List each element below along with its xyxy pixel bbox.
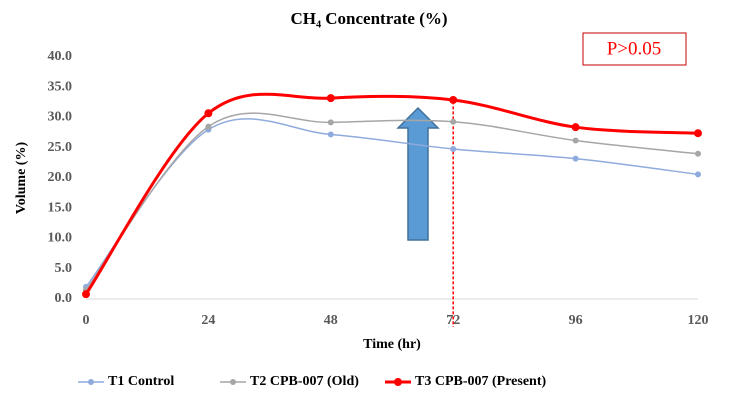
legend-label: T2 CPB-007 (Old) xyxy=(250,374,359,389)
x-tick-label: 0 xyxy=(83,313,90,328)
y-tick-label: 25.0 xyxy=(48,140,73,155)
data-point xyxy=(450,118,457,125)
y-tick-label: 5.0 xyxy=(55,261,73,276)
data-point xyxy=(82,290,90,299)
y-tick-label: 35.0 xyxy=(48,79,73,94)
x-tick-label: 96 xyxy=(569,313,583,328)
x-tick-label: 24 xyxy=(201,313,215,328)
legend-label: T3 CPB-007 (Present) xyxy=(415,374,546,389)
y-axis-label: Volume (%) xyxy=(14,142,29,215)
y-tick-label: 10.0 xyxy=(48,231,73,246)
y-tick-label: 15.0 xyxy=(48,200,73,215)
data-point xyxy=(571,123,580,132)
data-point xyxy=(572,137,579,144)
legend-label: T1 Control xyxy=(108,374,174,389)
data-point xyxy=(204,109,213,118)
chart-title: CH₄ Concentrate (%) xyxy=(290,9,447,28)
y-tick-label: 20.0 xyxy=(48,170,73,185)
annotation: P>0.05 xyxy=(607,38,662,59)
data-point xyxy=(327,119,334,126)
data-point xyxy=(449,95,458,104)
y-tick-label: 0.0 xyxy=(55,291,73,306)
legend-marker xyxy=(394,378,402,386)
data-point xyxy=(694,129,702,138)
data-point xyxy=(695,150,701,157)
annotation-box xyxy=(582,32,687,66)
x-tick-label: 120 xyxy=(688,313,709,328)
data-point xyxy=(205,123,212,130)
data-point xyxy=(327,131,334,138)
y-tick-label: 40.0 xyxy=(48,49,73,64)
x-tick-label: 48 xyxy=(324,313,338,328)
legend-marker xyxy=(88,379,94,385)
series-line xyxy=(85,112,699,291)
y-tick-label: 30.0 xyxy=(48,110,73,125)
x-axis-label: Time (hr) xyxy=(363,337,421,352)
series-line xyxy=(84,92,699,296)
legend-marker xyxy=(230,379,236,385)
data-point xyxy=(695,171,701,178)
x-tick-label: 72 xyxy=(446,313,460,328)
data-point xyxy=(450,145,457,152)
data-point xyxy=(326,94,335,103)
data-point xyxy=(572,155,579,162)
arrow xyxy=(396,106,440,241)
